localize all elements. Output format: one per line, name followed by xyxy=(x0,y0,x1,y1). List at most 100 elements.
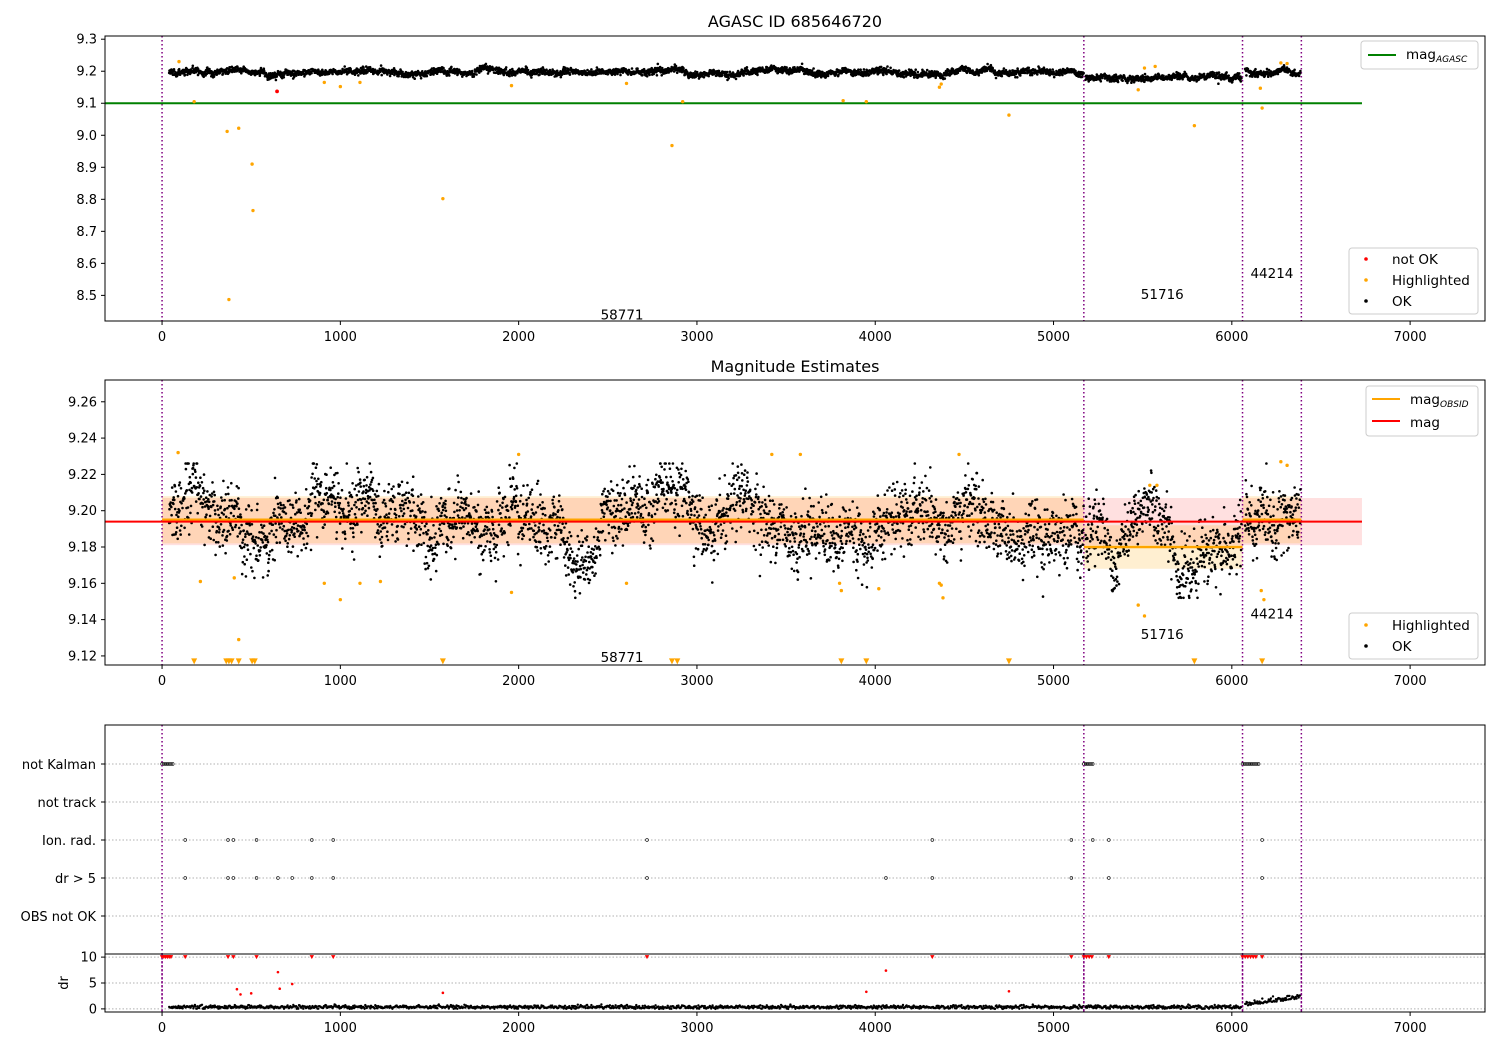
ok-point xyxy=(1000,74,1004,78)
ok-point xyxy=(270,548,274,552)
ok-point xyxy=(800,62,804,66)
ok-point xyxy=(432,73,435,76)
ok-point xyxy=(227,529,230,533)
ok-point xyxy=(351,527,355,530)
ok-point xyxy=(373,498,376,502)
ok-point xyxy=(1254,67,1257,71)
ok-point xyxy=(304,546,308,550)
ok-point xyxy=(472,75,476,78)
ok-point xyxy=(707,74,710,78)
ok-point xyxy=(499,512,502,515)
ok-point xyxy=(401,503,405,507)
ok-point xyxy=(241,560,245,564)
ok-point xyxy=(308,499,312,502)
ok-point xyxy=(239,515,243,519)
ok-point xyxy=(183,526,186,530)
ok-point xyxy=(989,63,993,67)
ok-point xyxy=(343,530,347,533)
ok-point xyxy=(352,558,356,561)
agasc-legend-bottom: not OK Highlighted OK xyxy=(1348,247,1479,315)
ok-point xyxy=(297,529,300,533)
highlighted-point xyxy=(1153,64,1157,69)
ok-point xyxy=(826,74,830,78)
ok-point xyxy=(443,506,447,510)
ok-point xyxy=(511,503,514,507)
ok-point xyxy=(994,76,998,80)
ok-point xyxy=(1052,75,1056,79)
ok-point xyxy=(492,537,495,540)
ok-point xyxy=(403,493,406,497)
ok-point xyxy=(590,68,593,71)
ok-point xyxy=(275,528,278,532)
ok-point xyxy=(491,515,494,519)
ok-point xyxy=(355,493,359,497)
ok-point xyxy=(333,501,337,505)
ok-point xyxy=(262,524,266,527)
ok-point xyxy=(173,507,177,511)
ok-point xyxy=(400,509,403,513)
highlighted-point xyxy=(1260,106,1264,110)
ok-point xyxy=(321,526,325,529)
ok-point xyxy=(208,514,212,518)
ok-point xyxy=(435,505,438,508)
ok-point xyxy=(313,477,317,480)
ok-point xyxy=(255,508,259,512)
ok-point xyxy=(192,462,195,465)
ok-point xyxy=(197,481,200,485)
ok-point xyxy=(1217,82,1220,85)
highlighted-point xyxy=(250,162,254,166)
ok-point xyxy=(303,504,307,508)
ok-point xyxy=(442,522,446,526)
ok-point xyxy=(384,504,388,508)
ok-point xyxy=(407,537,410,541)
ok-point xyxy=(453,510,456,514)
highlighted-point xyxy=(441,196,445,201)
ok-point xyxy=(217,541,220,544)
ok-point xyxy=(225,539,229,542)
ok-point xyxy=(717,69,721,73)
ok-point xyxy=(378,538,382,541)
ok-point xyxy=(206,490,209,493)
ok-point xyxy=(257,559,260,562)
ok-point xyxy=(364,504,367,508)
ok-point xyxy=(260,538,264,542)
ok-point xyxy=(421,510,424,513)
ok-point xyxy=(279,507,283,510)
highlighted-point xyxy=(864,99,869,104)
ok-point xyxy=(177,483,181,487)
ok-point xyxy=(442,542,445,546)
ok-point xyxy=(485,532,488,535)
ok-point xyxy=(513,488,516,491)
ok-point xyxy=(211,481,214,484)
ok-point xyxy=(386,530,389,533)
ok-point xyxy=(220,496,223,499)
ok-point xyxy=(1036,73,1039,76)
ok-point xyxy=(285,532,289,535)
ok-point xyxy=(292,526,296,530)
ok-point xyxy=(339,496,342,500)
ok-point xyxy=(275,541,279,544)
ok-point xyxy=(353,487,357,491)
ok-point xyxy=(406,496,410,500)
ok-point xyxy=(393,496,396,499)
ok-point xyxy=(515,462,519,465)
ok-point xyxy=(427,529,430,532)
ok-point xyxy=(479,515,483,519)
ok-point xyxy=(404,501,408,505)
ok-point xyxy=(202,491,205,495)
ok-point xyxy=(363,497,367,501)
magest-xtick-label: 0 xyxy=(158,674,166,689)
ok-point xyxy=(1276,72,1280,76)
ok-point xyxy=(282,76,286,79)
ok-point xyxy=(297,497,301,501)
ok-point xyxy=(347,504,350,507)
ok-point xyxy=(1240,77,1243,80)
ok-point xyxy=(172,496,175,499)
ok-point xyxy=(356,523,359,526)
ok-point xyxy=(353,503,356,507)
ok-point xyxy=(266,540,270,544)
ok-point xyxy=(655,74,659,77)
ok-point xyxy=(734,77,738,81)
ok-point xyxy=(300,531,304,535)
ok-point xyxy=(255,554,258,557)
